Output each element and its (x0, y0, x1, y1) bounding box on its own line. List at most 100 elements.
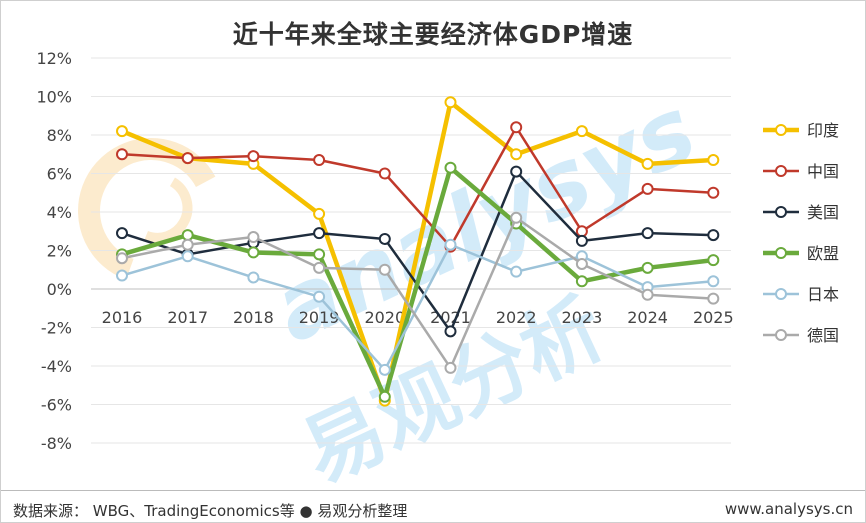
data-point (707, 229, 720, 242)
data-point (575, 125, 588, 138)
legend-item: 日本 (763, 285, 839, 304)
data-point (181, 250, 194, 263)
data-point (313, 227, 326, 240)
x-tick-label: 2020 (364, 308, 405, 327)
chart-title: 近十年来全球主要经济体GDP增速 (232, 20, 634, 49)
data-point (707, 275, 720, 288)
legend-marker (775, 165, 787, 177)
data-point (510, 148, 523, 161)
y-tick-label: 8% (47, 126, 72, 145)
data-point (313, 290, 326, 303)
data-point (116, 269, 128, 282)
data-point (313, 261, 326, 274)
data-point (641, 182, 654, 195)
data-point (116, 125, 128, 138)
data-point (181, 229, 194, 242)
legend-marker (775, 124, 787, 136)
x-tick-label: 2023 (562, 308, 603, 327)
y-tick-label: -6% (41, 396, 72, 415)
series-line (120, 216, 715, 370)
data-point (641, 261, 654, 274)
data-point (575, 275, 588, 288)
data-point (247, 231, 260, 244)
x-tick-label: 2018 (233, 308, 274, 327)
footer-source: 数据来源： WBG、TradingEconomics等 ● 易观分析整理 (13, 502, 408, 520)
data-point (378, 363, 391, 376)
data-point (444, 161, 457, 174)
data-point (641, 227, 654, 240)
legend-marker (775, 206, 787, 218)
data-point (510, 121, 523, 134)
data-point (378, 232, 391, 245)
data-point (247, 246, 260, 259)
legend-label: 中国 (807, 162, 839, 181)
x-tick-label: 2025 (693, 308, 734, 327)
legend-item: 欧盟 (763, 244, 839, 263)
legend-label: 印度 (807, 121, 839, 140)
data-point (313, 207, 326, 220)
data-point (313, 154, 326, 167)
y-tick-label: 2% (47, 242, 72, 261)
series-德国 (116, 211, 720, 374)
legend-item: 德国 (763, 326, 839, 345)
data-point (444, 96, 457, 109)
data-point (378, 390, 391, 403)
y-tick-label: 0% (47, 280, 72, 299)
x-tick-label: 2024 (627, 308, 668, 327)
y-tick-label: 12% (36, 49, 72, 68)
series-line (120, 243, 715, 372)
data-point (247, 150, 260, 163)
footer-divider (1, 490, 865, 491)
legend-label: 欧盟 (807, 244, 839, 263)
y-tick-label: -2% (41, 319, 72, 338)
x-tick-label: 2017 (167, 308, 208, 327)
data-point (575, 257, 588, 270)
x-tick-label: 2019 (299, 308, 340, 327)
legend-label: 美国 (807, 203, 839, 222)
data-point (116, 252, 128, 265)
data-point (641, 288, 654, 301)
data-point (444, 238, 457, 251)
x-tick-label: 2022 (496, 308, 537, 327)
data-point (641, 157, 654, 170)
x-tick-label: 2021 (430, 308, 471, 327)
data-point (313, 248, 326, 261)
data-point (707, 254, 720, 267)
data-point (116, 148, 128, 161)
y-tick-label: 4% (47, 203, 72, 222)
legend-label: 日本 (807, 285, 839, 304)
data-point (575, 234, 588, 247)
legend-item: 中国 (763, 162, 839, 181)
series-line (120, 126, 715, 248)
legend-label: 德国 (807, 326, 839, 345)
y-tick-label: 10% (36, 88, 72, 107)
data-point (444, 361, 457, 374)
watermark: analysys 易观分析 (78, 76, 711, 490)
data-point (707, 292, 720, 305)
series-日本 (116, 238, 720, 376)
data-point (247, 271, 260, 284)
legend-marker (775, 247, 787, 259)
data-point (378, 167, 391, 180)
data-point (707, 154, 720, 167)
x-tick-label: 2016 (102, 308, 143, 327)
line-chart: analysys 易观分析 12% 10% 8% 6% 4% 2% 0% -2% -4% -6% -… (36, 49, 839, 490)
data-point (575, 225, 588, 238)
legend-marker (775, 288, 787, 300)
footer-site: www.analysys.cn (724, 500, 853, 518)
legend-item: 印度 (763, 121, 839, 140)
data-point (181, 152, 194, 165)
data-point (510, 265, 523, 278)
data-point (444, 325, 457, 338)
legend-marker (775, 329, 787, 341)
data-point (510, 165, 523, 178)
data-point (707, 186, 720, 199)
y-tick-label: 6% (47, 165, 72, 184)
legend-item: 美国 (763, 203, 839, 222)
y-tick-label: -4% (41, 357, 72, 376)
data-point (181, 238, 194, 251)
data-point (378, 263, 391, 276)
data-point (510, 211, 523, 224)
series-line (119, 165, 716, 400)
